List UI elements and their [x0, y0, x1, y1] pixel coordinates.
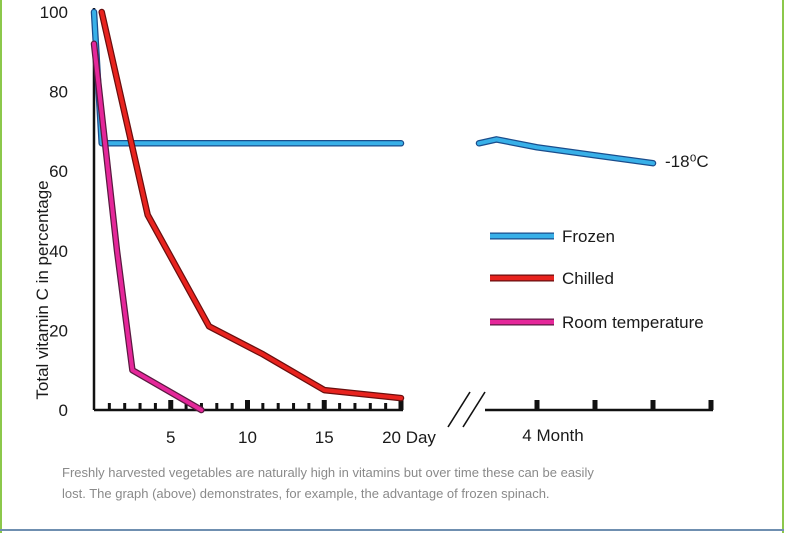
labels-group: 0 20 40 60 80 100 5 10 15 20 Day 4 Month Total vita…: [33, 3, 709, 447]
x-minor-tick: [153, 403, 157, 410]
x-major-tick: [168, 400, 174, 410]
legend-label: Chilled: [562, 269, 614, 288]
x-tick-label: 15: [315, 428, 334, 447]
axis-break-mark: [447, 391, 471, 428]
frame-right-border: [782, 0, 784, 533]
series-group: [90, 8, 657, 414]
figure-caption: Freshly harvested vegetables are natural…: [62, 465, 594, 501]
x-tick-label: 10: [238, 428, 257, 447]
series-room-temperature-outline: [90, 40, 205, 414]
x-minor-tick: [353, 403, 357, 410]
series-chilled-line: [99, 10, 403, 401]
series-frozen-line: [92, 10, 403, 146]
x-month-tick: [708, 400, 714, 410]
x-minor-tick: [384, 403, 388, 410]
y-axis-title: Total vitamin C in percentage: [33, 180, 52, 399]
x-minor-tick: [107, 403, 111, 410]
x-minor-tick: [276, 403, 280, 410]
x-tick-label: 5: [166, 428, 175, 447]
axes-group: [92, 8, 714, 428]
vitamin-c-line-chart: 0 20 40 60 80 100 5 10 15 20 Day 4 Month Total vita…: [33, 3, 714, 447]
x-minor-tick: [215, 403, 219, 410]
y-tick-label: 0: [59, 401, 68, 420]
frozen-temperature-label: -18⁰C: [665, 152, 709, 171]
x-month-tick: [534, 400, 540, 410]
y-tick-label: 100: [40, 3, 68, 22]
x-minor-tick: [307, 403, 311, 410]
y-tick-label: 80: [49, 83, 68, 102]
x-month-tick: [650, 400, 656, 410]
frame-left-border: [0, 0, 2, 533]
x-month-label: 4 Month: [522, 426, 583, 445]
series-room-temperature-line: [92, 41, 204, 412]
x-minor-tick: [184, 403, 188, 410]
x-minor-tick: [292, 403, 296, 410]
x-minor-tick: [368, 403, 372, 410]
x-major-tick: [321, 400, 327, 410]
frame-bottom-border: [0, 529, 784, 531]
legend-label: Frozen: [562, 227, 615, 246]
x-minor-tick: [261, 403, 265, 410]
legend-label: Room temperature: [562, 313, 704, 332]
x-minor-tick: [138, 403, 142, 410]
x-minor-tick: [230, 403, 234, 410]
x-month-tick: [592, 400, 598, 410]
x-minor-tick: [338, 403, 342, 410]
x-minor-tick: [123, 403, 127, 410]
x-major-tick: [398, 400, 404, 410]
series-frozen-outline: [90, 8, 405, 147]
y-tick-label: 20: [49, 321, 68, 340]
axis-break-mark: [462, 391, 486, 428]
x-tick-label: 20 Day: [382, 428, 436, 447]
series-frozen-line: [477, 137, 655, 166]
y-tick-label: 60: [49, 162, 68, 181]
y-tick-label: 40: [49, 242, 68, 261]
x-major-tick: [245, 400, 250, 410]
